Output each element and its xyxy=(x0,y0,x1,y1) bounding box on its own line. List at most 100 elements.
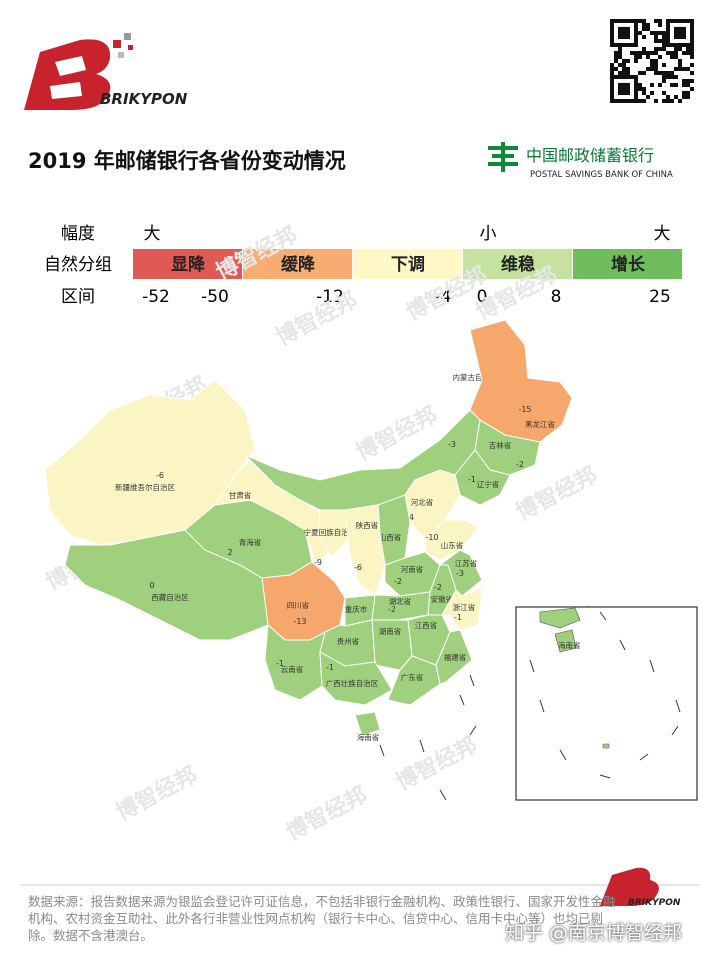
qr-cell xyxy=(682,91,686,95)
qr-cell xyxy=(662,75,666,79)
qr-cell xyxy=(646,55,650,59)
qr-cell xyxy=(674,43,678,47)
qr-cell xyxy=(666,19,670,23)
qr-cell xyxy=(642,27,646,31)
legend-label: 自然分组 xyxy=(44,255,112,275)
qr-cell xyxy=(622,71,626,75)
qr-cell xyxy=(654,99,658,103)
qr-cell xyxy=(618,51,622,55)
region-name: 贵州省 xyxy=(337,636,360,646)
qr-cell xyxy=(638,31,642,35)
region-value: 2 xyxy=(227,548,232,557)
region-name: 西藏自治区 xyxy=(151,592,189,602)
qr-cell xyxy=(690,71,694,75)
qr-cell xyxy=(654,35,658,39)
qr-cell xyxy=(678,99,682,103)
qr-cell xyxy=(618,83,622,87)
qr-cell xyxy=(674,27,678,31)
qr-cell xyxy=(614,59,618,63)
region xyxy=(424,519,479,561)
group-swatch xyxy=(463,249,572,279)
qr-cell xyxy=(642,71,646,75)
qr-cell xyxy=(614,99,618,103)
qr-cell xyxy=(662,99,666,103)
qr-cell xyxy=(654,63,658,67)
qr-cell xyxy=(618,87,622,91)
range-value: -12 xyxy=(316,287,344,307)
qr-cell xyxy=(658,23,662,27)
qr-cell xyxy=(682,27,686,31)
region xyxy=(404,469,461,541)
qr-cell xyxy=(690,43,694,47)
qr-cell xyxy=(642,23,646,27)
qr-cell xyxy=(614,19,618,23)
qr-cell xyxy=(622,43,626,47)
qr-cell xyxy=(634,55,638,59)
region-value: -3 xyxy=(448,440,456,449)
qr-cell xyxy=(610,75,614,79)
scale-mark: 大 xyxy=(654,224,671,244)
qr-cell xyxy=(670,55,674,59)
qr-cell xyxy=(610,79,614,83)
region xyxy=(441,587,483,631)
qr-cell xyxy=(678,19,682,23)
bank-name: 中国邮政储蓄银行 xyxy=(526,146,654,165)
region-name: 云南省 xyxy=(281,664,304,674)
range-value: -52 xyxy=(142,287,170,307)
south-china-sea-inset: 海南省 xyxy=(515,606,698,801)
group-swatch xyxy=(573,249,682,279)
qr-cell xyxy=(678,47,682,51)
footer-brand: BRIKYPON xyxy=(628,898,681,908)
qr-cell xyxy=(650,31,654,35)
region-name: 陕西省 xyxy=(356,520,379,530)
region-name: 河南省 xyxy=(401,564,424,574)
qr-cell xyxy=(622,27,626,31)
group-swatch xyxy=(133,249,242,279)
qr-cell xyxy=(682,95,686,99)
qr-cell xyxy=(682,67,686,71)
qr-cell xyxy=(674,51,678,55)
region-name: 四川省 xyxy=(287,600,310,610)
qr-cell xyxy=(654,51,658,55)
qr-cell xyxy=(626,43,630,47)
qr-cell xyxy=(666,35,670,39)
qr-cell xyxy=(622,67,626,71)
qr-cell xyxy=(614,55,618,59)
qr-cell xyxy=(622,31,626,35)
qr-cell xyxy=(674,55,678,59)
qr-cell xyxy=(618,91,622,95)
qr-cell xyxy=(626,35,630,39)
qr-cell xyxy=(618,35,622,39)
qr-cell xyxy=(686,67,690,71)
region xyxy=(319,651,393,706)
qr-cell xyxy=(658,47,662,51)
qr-cell xyxy=(666,23,670,27)
qr-cell xyxy=(630,99,634,103)
qr-cell xyxy=(638,51,642,55)
qr-cell xyxy=(622,83,626,87)
legend-label: 区间 xyxy=(61,287,95,307)
qr-cell xyxy=(666,75,670,79)
qr-cell xyxy=(642,87,646,91)
qr-cell xyxy=(690,19,694,23)
title: 2019 年邮储银行各省份变动情况 xyxy=(28,149,346,173)
qr-cell xyxy=(618,27,622,31)
qr-cell xyxy=(634,39,638,43)
region xyxy=(354,711,381,737)
qr-cell xyxy=(662,35,666,39)
qr-cell xyxy=(634,87,638,91)
region xyxy=(435,629,473,685)
qr-cell xyxy=(610,27,614,31)
qr-cell xyxy=(610,63,614,67)
qr-cell xyxy=(610,71,614,75)
qr-cell xyxy=(626,27,630,31)
group-name: 下调 xyxy=(391,255,425,275)
qr-cell xyxy=(642,91,646,95)
region-value: -3 xyxy=(456,569,464,578)
qr-cell xyxy=(674,75,678,79)
qr-cell xyxy=(618,71,622,75)
qr-cell xyxy=(626,75,630,79)
qr-cell xyxy=(690,27,694,31)
qr-cell xyxy=(650,63,654,67)
